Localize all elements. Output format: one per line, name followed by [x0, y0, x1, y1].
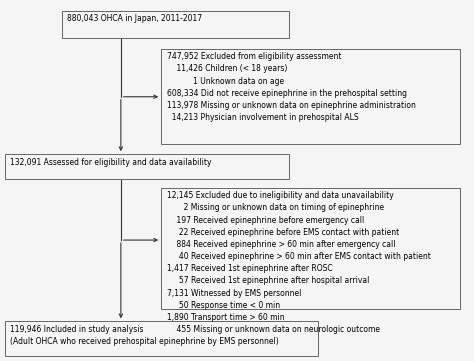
Text: 119,946 Included in study analysis
(Adult OHCA who received prehospital epinephr: 119,946 Included in study analysis (Adul…: [10, 325, 279, 346]
FancyBboxPatch shape: [5, 154, 289, 179]
FancyBboxPatch shape: [161, 188, 460, 309]
Text: 12,145 Excluded due to ineligibility and data unavailability
       2 Missing or: 12,145 Excluded due to ineligibility and…: [167, 191, 431, 334]
Text: 747,952 Excluded from eligibility assessment
    11,426 Children (< 18 years)
  : 747,952 Excluded from eligibility assess…: [167, 52, 416, 122]
FancyBboxPatch shape: [62, 11, 289, 38]
FancyBboxPatch shape: [5, 321, 318, 356]
FancyBboxPatch shape: [161, 49, 460, 144]
Text: 880,043 OHCA in Japan, 2011-2017: 880,043 OHCA in Japan, 2011-2017: [67, 14, 202, 23]
Text: 132,091 Assessed for eligibility and data availability: 132,091 Assessed for eligibility and dat…: [10, 158, 212, 167]
